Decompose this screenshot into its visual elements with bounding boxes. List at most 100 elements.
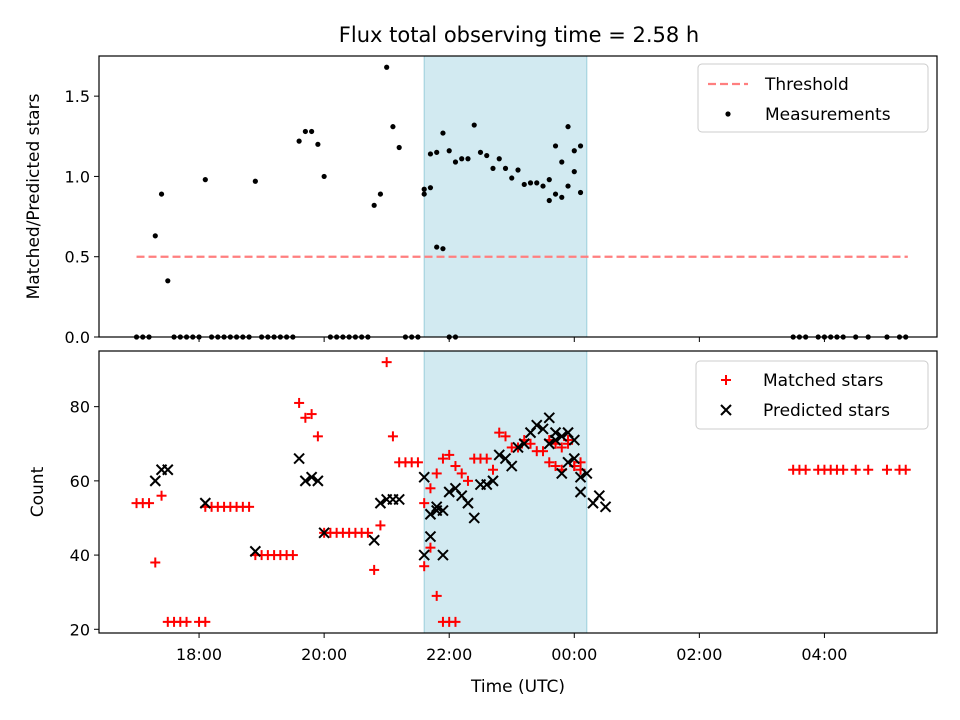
measurement-point (552, 143, 559, 149)
measurement-point (459, 156, 465, 162)
measurement-point (465, 156, 471, 162)
matched-star-marker (381, 357, 392, 368)
matched-star-marker (419, 561, 430, 572)
matched-star-marker (544, 457, 555, 468)
matched-star-marker (181, 616, 192, 627)
measurement-point (502, 165, 509, 171)
predicted-star-marker (312, 475, 324, 487)
predicted-star-marker (374, 497, 387, 509)
matched-star-marker (300, 412, 311, 423)
measurement-point (496, 156, 502, 162)
marker-stroke (318, 527, 330, 539)
marker-stroke (162, 464, 174, 476)
matched-star-marker (144, 498, 155, 509)
matched-star-marker (850, 464, 861, 475)
predicted-star-marker (437, 504, 449, 517)
marker-stroke (506, 460, 518, 472)
measurement-point (515, 167, 521, 173)
predicted-star-marker (720, 404, 732, 416)
ratio-panel: 0.0 0.5 1.0 1.5 Matched/Predicted stars Thr… (24, 55, 938, 347)
matched-star-marker (419, 498, 430, 509)
matched-star-marker (525, 438, 536, 449)
ratio-axes: 0.0 0.5 1.0 1.5 (65, 55, 938, 347)
matched-star-marker (437, 453, 448, 464)
measurement-point (396, 144, 402, 151)
count-points (131, 357, 911, 627)
measurement-point (371, 202, 377, 208)
matched-star-marker (456, 468, 467, 479)
predicted-star-marker (506, 460, 518, 472)
predicted-star-marker (568, 434, 580, 446)
measurement-point (484, 152, 490, 159)
count-legend: Matched stars Predicted stars (695, 360, 929, 430)
predicted-star-marker (549, 426, 562, 439)
measurement-point (452, 159, 459, 165)
matched-star-marker (362, 527, 373, 538)
marker-stroke (299, 475, 312, 487)
measurement-point (390, 124, 396, 130)
matched-star-marker (900, 464, 911, 475)
measurement-point (165, 278, 171, 284)
predicted-star-marker (543, 438, 555, 450)
predicted-star-marker (393, 493, 405, 506)
marker-stroke (149, 475, 161, 487)
matched-star-marker (481, 453, 492, 464)
measurement-point (534, 180, 540, 186)
predicted-star-marker (531, 419, 543, 431)
matched-star-marker (462, 475, 473, 486)
marker-stroke (499, 452, 512, 465)
marker-stroke (305, 471, 318, 483)
measurement-point (421, 191, 427, 197)
marker-stroke (543, 438, 555, 450)
y-tick-label: 1.5 (65, 87, 90, 106)
matched-star-marker (881, 464, 892, 475)
x-tick-label: 18:00 (176, 645, 222, 664)
ratio-legend: Threshold Measurements (697, 63, 929, 133)
predicted-star-marker (162, 464, 174, 476)
matched-star-marker (412, 457, 423, 468)
legend-threshold-label: Threshold (764, 75, 849, 95)
measurement-point (252, 178, 258, 184)
matched-star-marker (375, 520, 386, 531)
marker-stroke (199, 497, 212, 509)
measurement-point (552, 191, 559, 197)
marker-stroke (418, 549, 430, 561)
matched-star-marker (306, 409, 317, 420)
measurement-point (384, 64, 390, 70)
predicted-star-marker (418, 549, 430, 561)
marker-stroke (599, 501, 612, 513)
matched-star-marker (294, 397, 305, 408)
matched-star-marker (431, 590, 442, 601)
measurement-point (577, 143, 584, 149)
ratio-y-axis-label: Matched/Predicted stars (24, 93, 44, 299)
count-panel: 20 40 60 80 18:00 20:00 22:00 00:00 02:00 04:00 C… (28, 350, 938, 697)
marker-stroke (568, 452, 580, 465)
marker-stroke (393, 493, 405, 506)
marker-stroke (424, 530, 437, 543)
plot-frame (98, 350, 938, 634)
matched-star-marker (244, 501, 255, 512)
matched-star-marker (425, 542, 436, 553)
legend-box (697, 63, 929, 133)
predicted-star-marker (493, 449, 505, 461)
matched-star-marker (444, 449, 455, 460)
predicted-star-marker (368, 534, 380, 546)
plot-frame (98, 55, 938, 338)
matched-star-marker (538, 446, 549, 457)
y-tick-label: 1.0 (65, 167, 90, 186)
measurement-point (309, 128, 315, 135)
measurement-point (315, 141, 321, 147)
predicted-star-marker (562, 456, 574, 469)
measurement-point (540, 183, 546, 189)
matched-star-marker (500, 431, 511, 442)
marker-stroke (562, 456, 574, 469)
marker-stroke (249, 545, 262, 558)
predicted-star-marker (518, 438, 530, 450)
predicted-star-marker (481, 478, 493, 491)
predicted-star-marker (199, 497, 212, 509)
count-y-axis-label: Count (28, 466, 48, 517)
measurement-point (302, 128, 308, 135)
measurement-point (509, 175, 515, 181)
measurement-point (546, 197, 552, 204)
predicted-star-marker (487, 475, 499, 487)
